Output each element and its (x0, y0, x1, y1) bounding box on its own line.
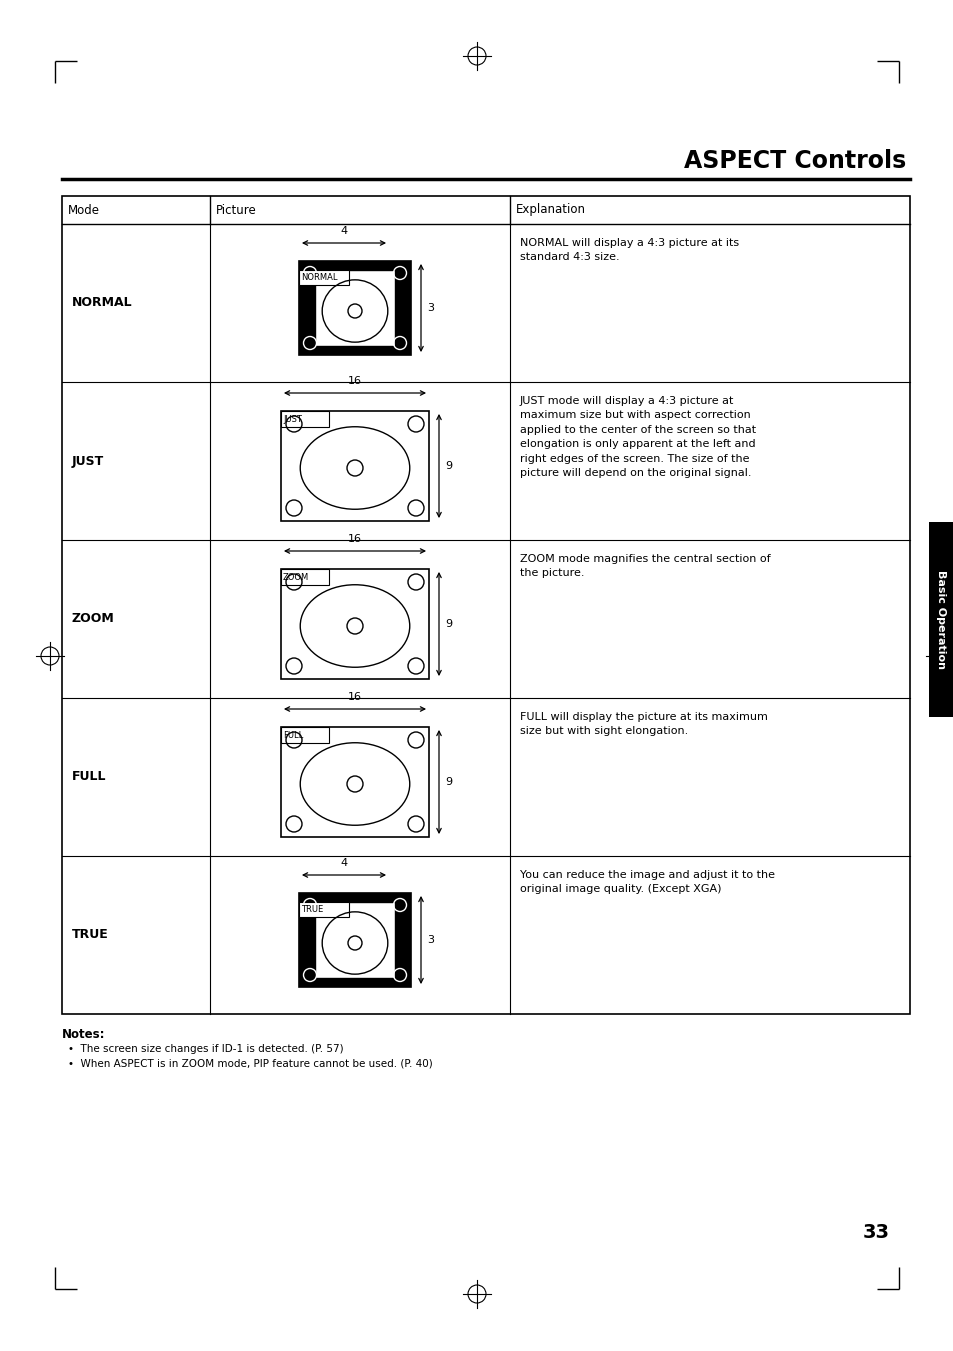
Text: NORMAL will display a 4:3 picture at its
standard 4:3 size.: NORMAL will display a 4:3 picture at its… (519, 238, 739, 262)
Text: 16: 16 (348, 376, 361, 386)
Text: You can reduce the image and adjust it to the
original image quality. (Except XG: You can reduce the image and adjust it t… (519, 870, 774, 894)
Bar (281, 411, 329, 427)
Bar (62, 196, 909, 1015)
Text: 16: 16 (348, 692, 361, 703)
Bar (281, 411, 429, 521)
Text: JUST: JUST (71, 454, 104, 467)
Bar (298, 270, 349, 285)
Text: TRUE: TRUE (71, 928, 109, 942)
Bar (298, 902, 349, 917)
Text: Picture: Picture (215, 204, 256, 216)
Text: Notes:: Notes: (62, 1028, 106, 1042)
Text: FULL: FULL (283, 731, 303, 739)
Text: 4: 4 (340, 226, 347, 236)
Text: 3: 3 (427, 935, 434, 944)
Text: NORMAL: NORMAL (301, 273, 337, 282)
Text: Explanation: Explanation (516, 204, 585, 216)
Text: FULL: FULL (71, 770, 107, 784)
Text: Basic Operation: Basic Operation (935, 570, 945, 669)
Text: ASPECT Controls: ASPECT Controls (683, 149, 905, 173)
Text: JUST: JUST (283, 415, 301, 423)
Bar (298, 893, 411, 988)
Text: 9: 9 (444, 777, 452, 788)
Text: 33: 33 (862, 1224, 889, 1243)
Text: ZOOM mode magnifies the central section of
the picture.: ZOOM mode magnifies the central section … (519, 554, 770, 578)
Text: JUST mode will display a 4:3 picture at
maximum size but with aspect correction
: JUST mode will display a 4:3 picture at … (519, 396, 756, 478)
Text: ZOOM: ZOOM (71, 612, 114, 626)
Bar (281, 569, 429, 680)
Text: •  The screen size changes if ID-1 is detected. (P. 57): • The screen size changes if ID-1 is det… (68, 1044, 343, 1054)
Text: 16: 16 (348, 534, 361, 544)
Bar (281, 727, 329, 743)
Text: Mode: Mode (68, 204, 100, 216)
Text: 4: 4 (340, 858, 347, 867)
Bar (281, 569, 329, 585)
Text: 9: 9 (444, 619, 452, 630)
Bar (281, 727, 429, 838)
Bar (314, 902, 395, 978)
Bar (314, 270, 395, 346)
Text: 9: 9 (444, 461, 452, 471)
Bar (928, 521, 952, 716)
Text: NORMAL: NORMAL (71, 296, 132, 309)
Bar (298, 261, 411, 355)
Text: 3: 3 (427, 303, 434, 313)
Text: TRUE: TRUE (301, 905, 323, 915)
Text: ZOOM: ZOOM (283, 573, 309, 581)
Text: FULL will display the picture at its maximum
size but with sight elongation.: FULL will display the picture at its max… (519, 712, 767, 736)
Text: •  When ASPECT is in ZOOM mode, PIP feature cannot be used. (P. 40): • When ASPECT is in ZOOM mode, PIP featu… (68, 1059, 433, 1069)
